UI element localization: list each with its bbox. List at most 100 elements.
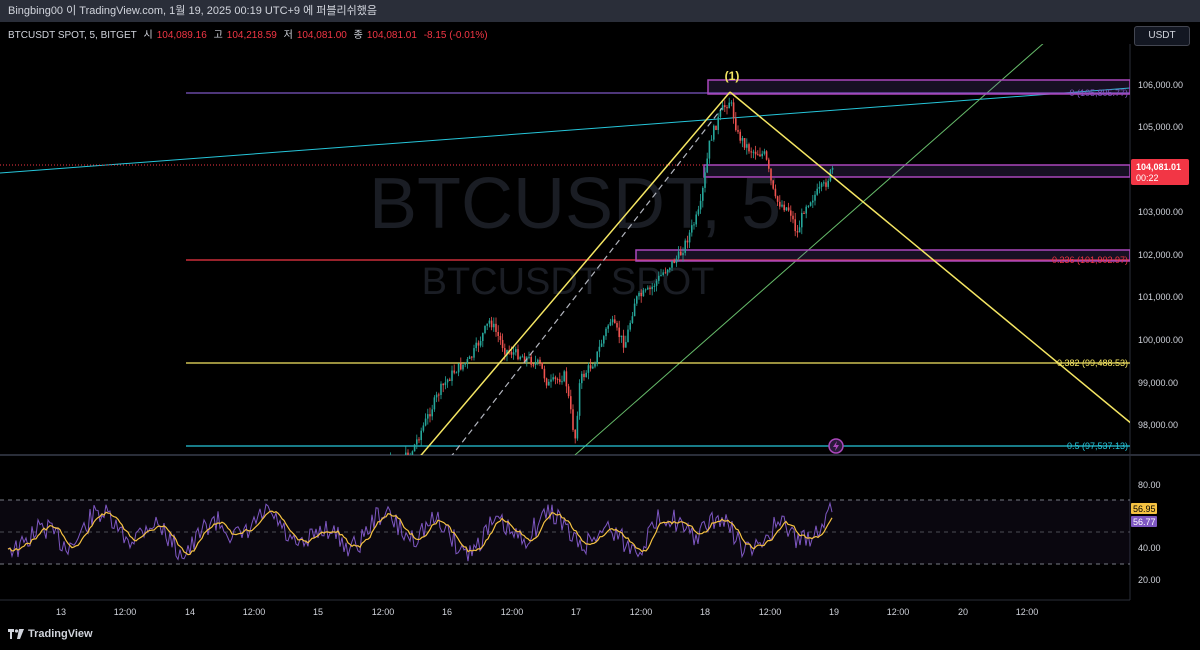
candle-body (673, 260, 675, 264)
price-tick: 100,000.00 (1138, 335, 1183, 345)
candle-body (660, 274, 662, 276)
candle-body (693, 224, 695, 226)
candle-body (446, 379, 449, 383)
supply-zone-top[interactable] (707, 79, 1130, 95)
candlestick-series[interactable] (374, 97, 834, 474)
currency-button[interactable]: USDT (1134, 26, 1190, 46)
candle-body (757, 154, 759, 156)
candle-body (735, 118, 737, 131)
candle-body (669, 267, 671, 270)
candle-body (537, 359, 539, 362)
candle-body (697, 209, 700, 215)
zone-lower[interactable] (635, 249, 1130, 262)
candle-body (390, 459, 392, 465)
candle-body (631, 316, 634, 323)
price-tick: 103,000.00 (1138, 207, 1183, 217)
candle-body (614, 319, 616, 324)
rsi-ma-value: 56.77 (1133, 517, 1156, 527)
candle-body (541, 362, 543, 369)
candle-body (420, 430, 422, 441)
candle-body (708, 140, 711, 159)
price-axis[interactable]: 106,000.00 105,000.00 103,000.00 102,000… (1138, 80, 1183, 430)
candle-body (825, 182, 827, 187)
current-price-value: 104,081.01 (1136, 162, 1181, 172)
candle-body (704, 172, 706, 188)
candle-body (418, 439, 420, 441)
candle-body (401, 459, 403, 464)
candle-body (671, 260, 673, 268)
candle-body (618, 327, 620, 338)
time-tick: 14 (185, 607, 195, 617)
candle-body (743, 137, 746, 148)
fib-label-0382: 0.382 (99,488.53) (1057, 358, 1128, 368)
flash-alert-icon[interactable] (828, 438, 844, 454)
candle-body (583, 373, 585, 378)
symbol-name[interactable]: BTCUSDT SPOT, 5, BITGET (8, 30, 137, 41)
impulse-leg-up[interactable] (417, 91, 731, 460)
flash-alert-icon-glyph (833, 441, 839, 451)
time-tick: 12:00 (1016, 607, 1039, 617)
candle-body (431, 409, 433, 417)
candle-body (598, 346, 601, 352)
candle-body (572, 409, 574, 430)
candle-body (407, 452, 409, 455)
change-value: -8.15 (-0.01%) (423, 30, 488, 41)
candle-body (611, 319, 614, 323)
candle-body (385, 463, 387, 468)
candle-body (820, 183, 823, 187)
candle-body (633, 303, 636, 317)
candle-body (512, 352, 515, 355)
time-tick: 12:00 (501, 607, 524, 617)
low-label: 저 (283, 30, 293, 41)
candle-body (429, 414, 431, 417)
candle-body (440, 383, 442, 395)
candle-body (396, 458, 398, 462)
candle-body (578, 383, 581, 416)
candle-body (449, 379, 451, 381)
channel-trendline[interactable] (574, 20, 1070, 455)
candle-body (438, 394, 440, 396)
candle-body (752, 151, 755, 153)
impulse-leg-down[interactable] (729, 91, 1132, 424)
publish-line: Bingbing00 이 TradingView.com, 1월 19, 202… (8, 5, 378, 17)
candle-body (809, 202, 812, 206)
time-tick: 12:00 (887, 607, 910, 617)
candle-body (479, 340, 482, 346)
wave-label[interactable]: (1) (725, 69, 740, 83)
zone-middle[interactable] (703, 164, 1130, 178)
candle-body (442, 383, 444, 386)
candle-body (814, 194, 816, 201)
long-trendline[interactable] (0, 87, 1130, 174)
candle-body (570, 396, 572, 410)
candle-body (381, 464, 383, 466)
time-axis[interactable]: 13 12:00 14 12:00 15 12:00 16 12:00 17 1… (56, 607, 1038, 617)
candle-body (801, 212, 803, 228)
open-label: 시 (143, 30, 153, 41)
candle-body (620, 335, 623, 338)
candle-body (750, 151, 752, 153)
candle-body (607, 325, 609, 329)
rsi-axis[interactable]: 80.00 40.00 20.00 (1138, 480, 1161, 585)
rsi-pane[interactable] (0, 499, 1130, 565)
candle-body (510, 351, 513, 355)
candle-body (772, 180, 774, 189)
publish-header: Bingbing00 이 TradingView.com, 1월 19, 202… (0, 0, 1200, 22)
candle-body (466, 359, 469, 364)
candle-body (827, 180, 829, 187)
high-value: 104,218.59 (226, 30, 277, 41)
candle-body (609, 322, 612, 326)
rsi-value-badge (1131, 503, 1157, 514)
rsi-ma-line (7, 510, 833, 556)
candle-body (530, 356, 532, 365)
candle-body (383, 466, 385, 468)
candle-body (387, 463, 389, 465)
time-tick: 17 (571, 607, 581, 617)
dashed-projection-line[interactable] (450, 107, 723, 458)
candle-body (409, 456, 411, 460)
price-tick: 106,000.00 (1138, 80, 1183, 90)
candle-body (768, 159, 770, 169)
candle-body (603, 336, 605, 344)
tradingview-logo[interactable]: TradingView (8, 628, 93, 640)
candle-body (451, 370, 453, 381)
